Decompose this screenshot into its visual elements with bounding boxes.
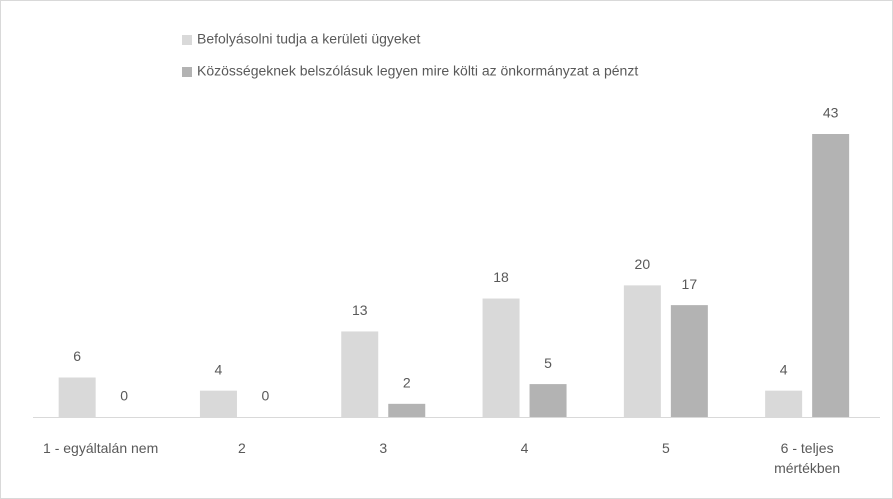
value-label: 17 [682,276,698,292]
bar [341,331,379,417]
bar [58,377,96,417]
bar [765,390,803,417]
x-tick-label: 3 [379,440,388,456]
bar [388,403,426,417]
x-tick-label: 2 [238,440,246,456]
value-label: 4 [780,361,788,377]
legend-label: Befolyásolni tudja a kerületi ügyeket [197,31,420,47]
value-label: 43 [823,105,839,121]
x-tick-label: 5 [661,440,670,456]
legend-label: Közösségeknek belszólásuk legyen mire kö… [197,63,638,79]
x-tick-label: 6 - teljes mértékben [774,440,841,476]
bar [623,285,661,417]
bar [482,298,520,417]
value-label: 5 [544,355,552,371]
x-tick-label: 4 [520,440,529,456]
value-label: 6 [73,348,81,364]
value-label: 0 [120,388,128,404]
value-label: 13 [352,302,368,318]
value-label: 20 [635,256,651,272]
bar [812,134,850,417]
value-label: 4 [215,361,223,377]
value-label: 2 [403,375,411,391]
bar [670,305,708,417]
bar [529,384,567,417]
bar [199,390,237,417]
legend-swatch [182,35,192,45]
value-label: 18 [493,269,509,285]
legend-swatch [182,67,192,77]
x-tick-label: 1 - egyáltalán nem [43,440,159,456]
value-label: 0 [262,388,270,404]
